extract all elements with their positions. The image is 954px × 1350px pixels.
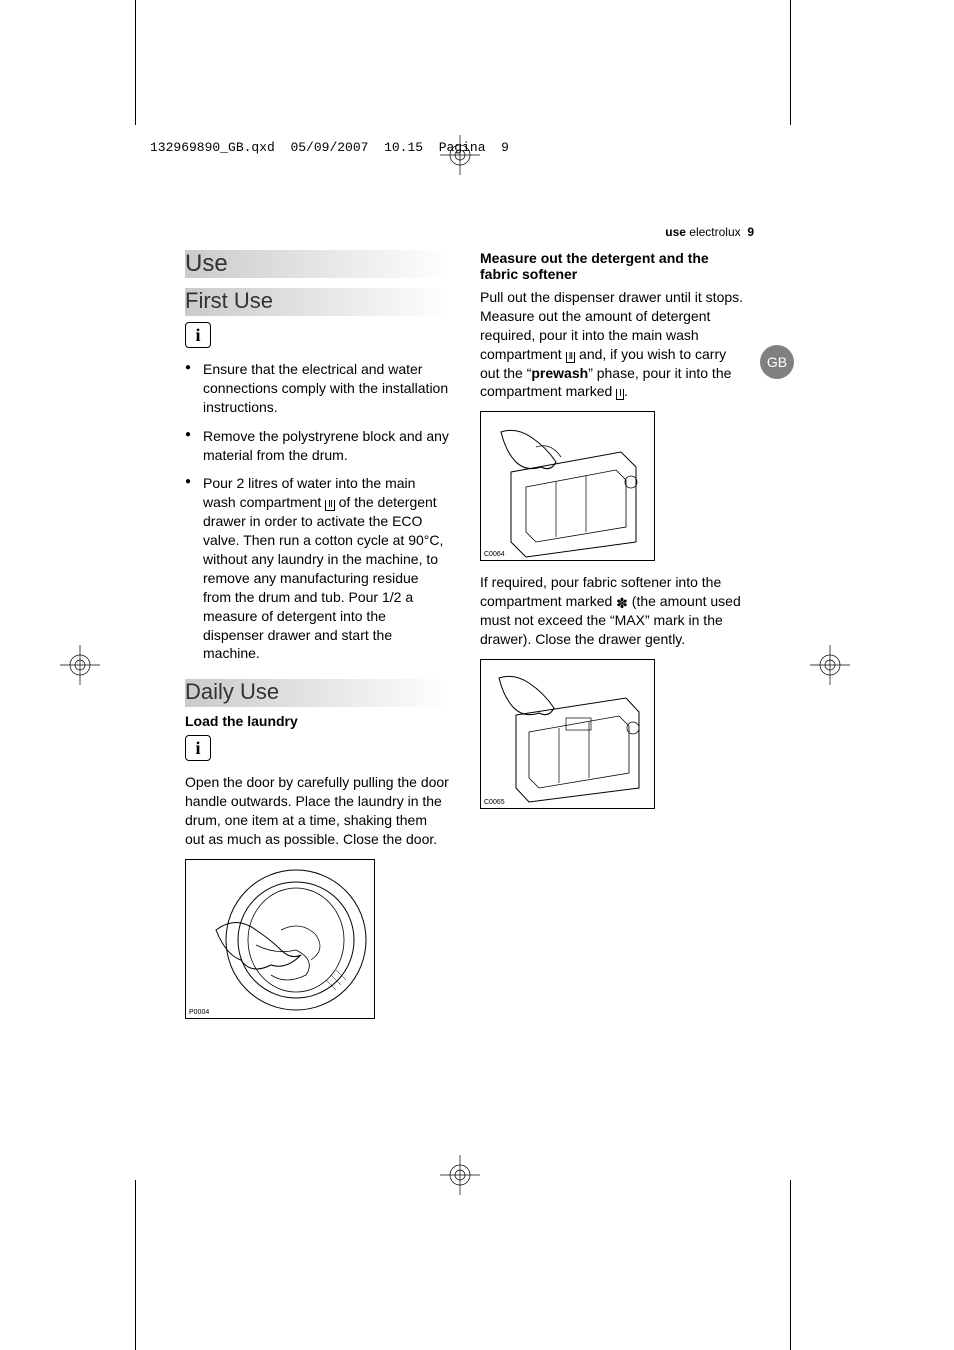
meta-time: 10.15 <box>384 140 423 155</box>
text: . <box>624 383 628 399</box>
drawer-pour-illustration <box>481 412 654 560</box>
crop-mark <box>790 1180 791 1350</box>
info-icon: i <box>185 735 211 761</box>
figure-label: C0064 <box>484 551 505 558</box>
page-content: Use First Use i Ensure that the electric… <box>185 250 745 1031</box>
figure-load-laundry: P0004 <box>185 859 375 1019</box>
crop-mark <box>135 1180 136 1350</box>
header-page: 9 <box>747 225 754 239</box>
language-code: GB <box>767 354 787 370</box>
text: of the detergent drawer in order to acti… <box>203 494 443 661</box>
figure-softener-drawer: C0065 <box>480 659 655 809</box>
heading-load-laundry: Load the laundry <box>185 713 450 729</box>
header-brand: electrolux <box>689 225 740 239</box>
crop-mark <box>135 0 136 125</box>
heading-use: Use <box>185 250 450 278</box>
text-bold: prewash <box>531 365 588 381</box>
registration-mark-icon <box>440 135 480 175</box>
crop-mark <box>790 0 791 125</box>
heading-first-use: First Use <box>185 288 450 314</box>
header-section: use <box>665 225 686 239</box>
list-item: Ensure that the electrical and water con… <box>185 360 450 417</box>
registration-mark-icon <box>810 645 850 685</box>
paragraph: If required, pour fabric softener into t… <box>480 573 745 649</box>
list-item: Pour 2 litres of water into the main was… <box>185 474 450 663</box>
compartment-2-icon: II <box>566 352 576 363</box>
paragraph: Pull out the dispenser drawer until it s… <box>480 288 745 401</box>
left-column: Use First Use i Ensure that the electric… <box>185 250 450 1031</box>
list-item: Remove the polystryrene block and any ma… <box>185 427 450 465</box>
softener-flower-icon: ✽ <box>616 596 628 610</box>
meta-date: 05/09/2007 <box>290 140 368 155</box>
meta-filename: 132969890_GB.qxd <box>150 140 275 155</box>
compartment-1-icon: I <box>616 389 624 400</box>
paragraph: Open the door by carefully pulling the d… <box>185 773 450 849</box>
compartment-2-icon: II <box>325 500 335 511</box>
figure-detergent-drawer: C0064 <box>480 411 655 561</box>
info-icon: i <box>185 322 211 348</box>
drawer-softener-illustration <box>481 660 654 808</box>
meta-pagenum: 9 <box>501 140 509 155</box>
figure-label: C0065 <box>484 799 505 806</box>
laundry-drum-illustration <box>186 860 374 1018</box>
registration-mark-icon <box>440 1155 480 1195</box>
heading-measure-detergent: Measure out the detergent and the fabric… <box>480 250 745 282</box>
registration-mark-icon <box>60 645 100 685</box>
right-column: Measure out the detergent and the fabric… <box>480 250 745 1031</box>
language-badge: GB <box>760 345 794 379</box>
heading-daily-use: Daily Use <box>185 679 450 705</box>
first-use-list: Ensure that the electrical and water con… <box>185 360 450 663</box>
running-header: use electrolux 9 <box>665 225 754 239</box>
figure-label: P0004 <box>189 1009 209 1016</box>
